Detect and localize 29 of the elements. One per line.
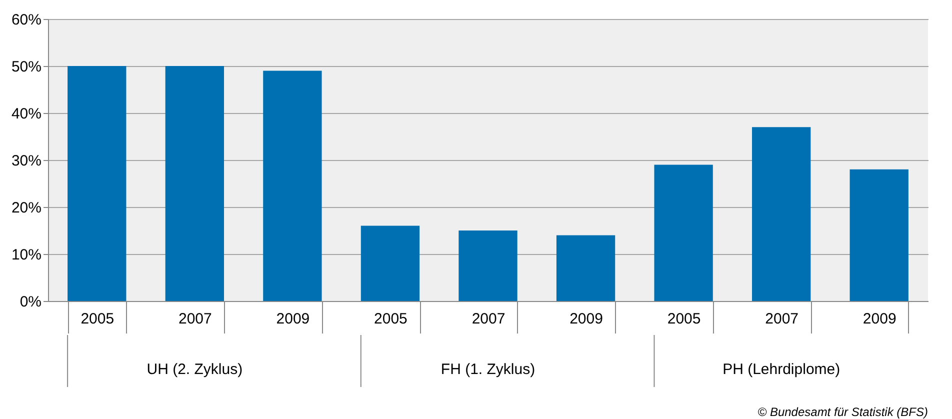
bar: [68, 66, 126, 301]
x-tick-label: 2009: [570, 310, 603, 328]
bar: [556, 235, 616, 301]
bar: [458, 230, 518, 301]
text: UH (2. Zyklus): [146, 361, 243, 378]
text: FH (1. Zyklus): [440, 361, 536, 378]
text: PH (Lehrdiplome): [722, 361, 840, 378]
bar: [850, 169, 908, 301]
bar: [263, 70, 322, 301]
y-tick-label: 0%: [20, 294, 42, 310]
y-tick-label: 20%: [11, 200, 42, 216]
y-tick-label: 50%: [11, 58, 42, 76]
bar: [165, 66, 224, 301]
bar: [654, 164, 713, 301]
bar: [752, 127, 811, 301]
x-tick-label: 2007: [472, 310, 506, 328]
x-tick-label: 2007: [178, 310, 212, 328]
x-tick-label: 2009: [862, 310, 896, 328]
y-tick-label: 30%: [11, 152, 42, 170]
x-tick-label: 2009: [276, 310, 310, 328]
y-tick-label: 60%: [11, 12, 42, 28]
x-tick-label: 2005: [667, 310, 701, 328]
x-tick-label: 2005: [374, 310, 408, 328]
y-tick-label: 40%: [11, 106, 42, 122]
bar: [360, 226, 420, 301]
text: © Bundesamt für Statistik (BFS): [758, 405, 928, 419]
x-tick-label: 2005: [80, 310, 114, 328]
x-tick-label: 2007: [765, 310, 799, 328]
y-tick-label: 10%: [11, 246, 42, 264]
